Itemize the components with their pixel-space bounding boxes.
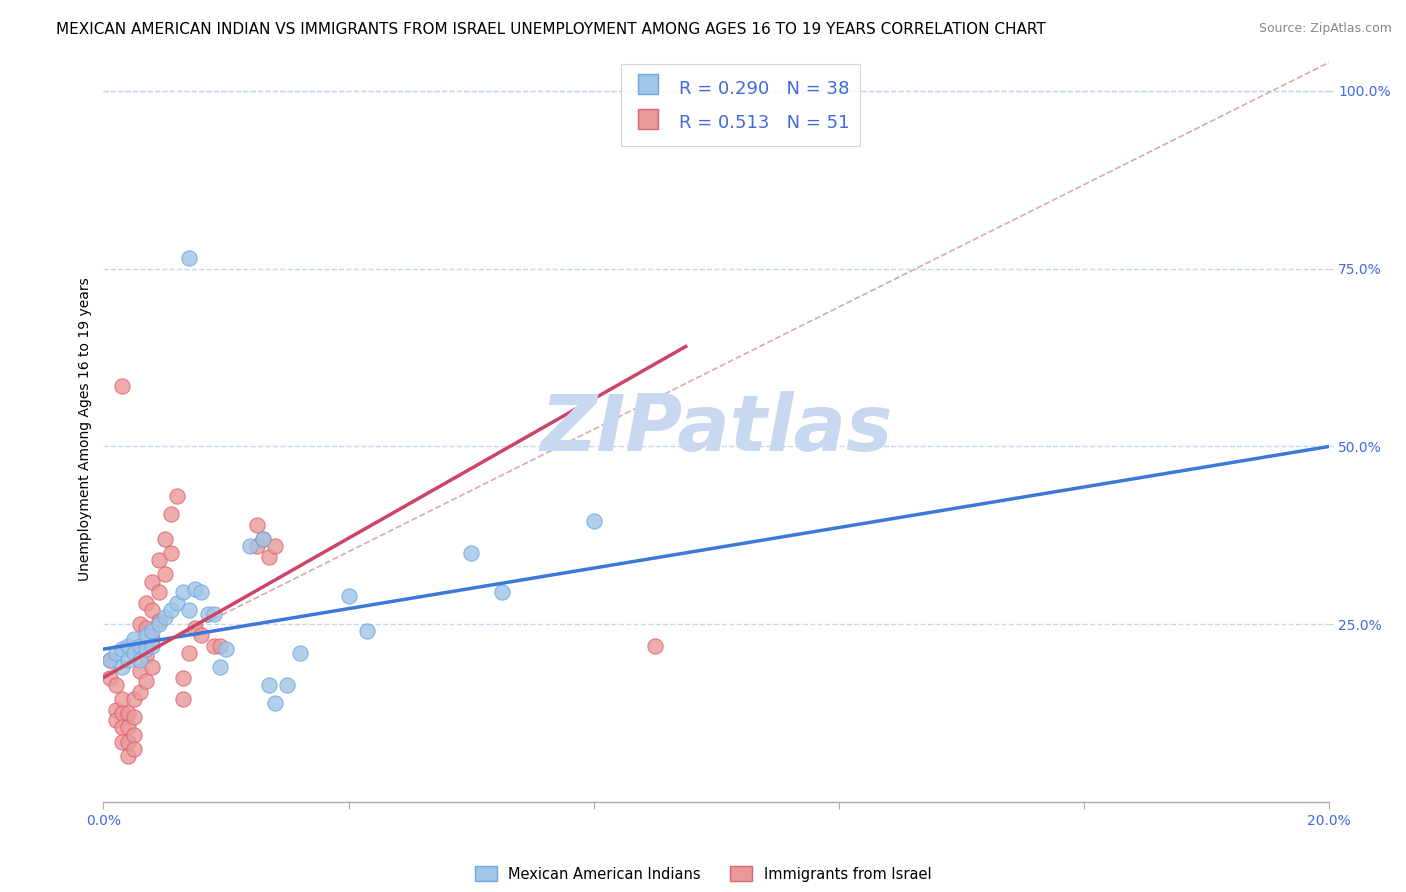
Point [122,632,145,646]
Point [337,589,360,603]
Point [135,674,157,689]
Point [129,664,152,678]
Point [117,748,139,763]
Point [104,714,127,728]
Point [104,646,127,660]
Point [202,607,225,621]
Point [208,639,231,653]
Point [153,567,176,582]
Point [257,678,280,692]
Point [148,585,170,599]
Point [179,251,201,265]
Point [98,653,121,667]
Point [122,710,145,724]
Point [190,628,212,642]
Point [122,741,145,756]
Point [159,603,181,617]
Point [111,721,134,735]
Y-axis label: Unemployment Among Ages 16 to 19 years: Unemployment Among Ages 16 to 19 years [79,277,93,581]
Point [117,721,139,735]
Point [104,703,127,717]
Point [135,621,157,635]
Point [129,617,152,632]
Point [172,692,194,706]
Point [246,539,269,553]
Point [179,603,201,617]
Point [166,596,188,610]
Point [122,646,145,660]
Point [117,639,139,653]
Point [111,642,134,657]
Point [117,653,139,667]
Legend: Mexican American Indians, Immigrants from Israel: Mexican American Indians, Immigrants fro… [470,861,936,888]
Point [98,653,121,667]
Point [159,507,181,521]
Point [141,624,163,639]
Point [460,546,482,560]
Point [215,642,238,657]
Point [135,649,157,664]
Point [172,671,194,685]
Point [129,639,152,653]
Point [246,517,269,532]
Point [257,549,280,564]
Point [104,678,127,692]
Point [129,653,152,667]
Point [98,671,121,685]
Point [117,734,139,748]
Point [111,660,134,674]
Point [276,678,298,692]
Point [122,692,145,706]
Point [135,628,157,642]
Point [179,646,201,660]
Point [153,532,176,546]
Point [141,574,163,589]
Legend: R = 0.290   N = 38, R = 0.513   N = 51: R = 0.290 N = 38, R = 0.513 N = 51 [621,64,860,146]
Point [644,639,666,653]
Text: Source: ZipAtlas.com: Source: ZipAtlas.com [1258,22,1392,36]
Point [111,734,134,748]
Point [135,642,157,657]
Point [111,706,134,721]
Point [153,610,176,624]
Point [197,607,219,621]
Point [264,539,287,553]
Point [252,532,274,546]
Point [264,696,287,710]
Point [141,660,163,674]
Text: MEXICAN AMERICAN INDIAN VS IMMIGRANTS FROM ISRAEL UNEMPLOYMENT AMONG AGES 16 TO : MEXICAN AMERICAN INDIAN VS IMMIGRANTS FR… [56,22,1046,37]
Point [582,514,605,528]
Point [122,727,145,741]
Point [159,546,181,560]
Point [172,585,194,599]
Point [148,553,170,567]
Point [129,642,152,657]
Point [141,632,163,646]
Point [202,639,225,653]
Point [117,706,139,721]
Point [252,532,274,546]
Point [288,646,311,660]
Point [148,617,170,632]
Point [166,489,188,503]
Point [184,621,207,635]
Point [141,639,163,653]
Point [111,379,134,393]
Point [184,582,207,596]
Point [208,660,231,674]
Point [141,603,163,617]
Point [190,585,212,599]
Point [135,596,157,610]
Point [356,624,378,639]
Text: ZIPatlas: ZIPatlas [540,391,893,467]
Point [111,692,134,706]
Point [129,685,152,699]
Point [491,585,513,599]
Point [239,539,262,553]
Point [148,614,170,628]
